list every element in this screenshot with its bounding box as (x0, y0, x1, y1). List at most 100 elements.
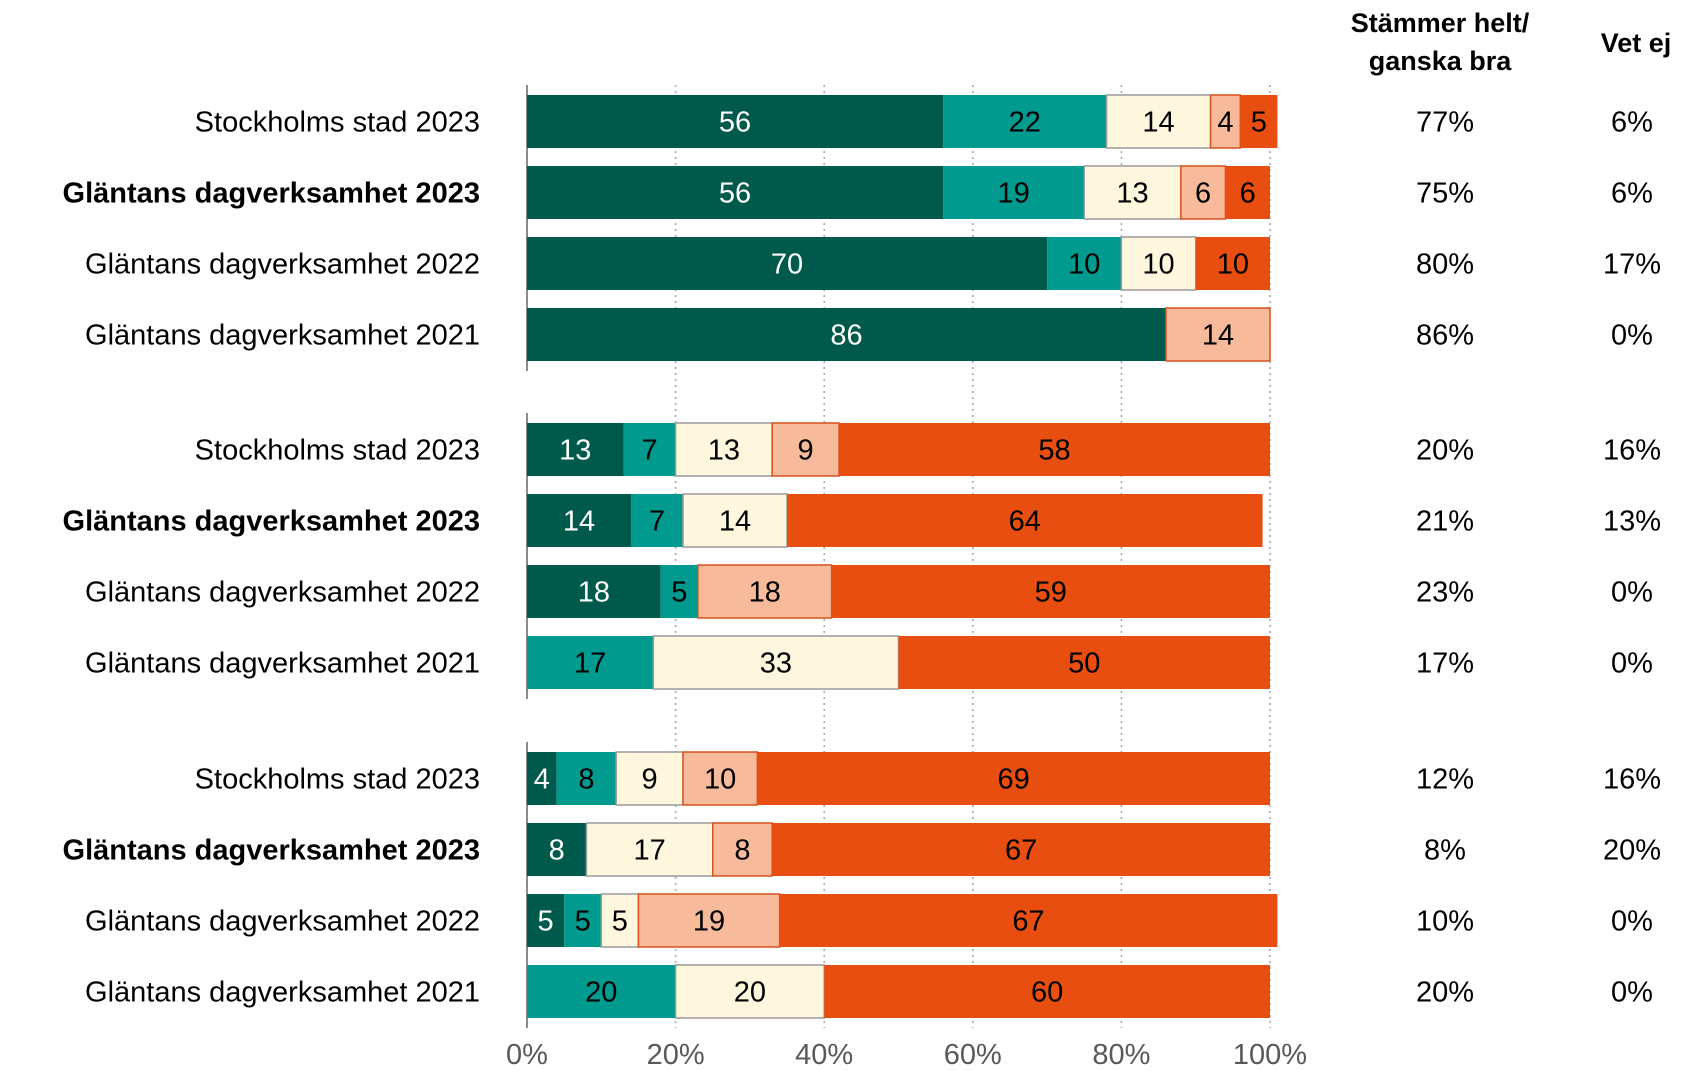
data-label: 50 (1068, 648, 1100, 680)
bar-segment (527, 636, 654, 689)
bar-segment (674, 964, 825, 1019)
bar-segment (585, 822, 714, 877)
data-label: 56 (719, 178, 751, 210)
data-label: 67 (1012, 906, 1044, 938)
row-label: Stockholms stad 2023 (195, 107, 480, 139)
data-label: 18 (749, 577, 781, 609)
row-label: Gläntans dagverksamhet 2021 (85, 648, 480, 680)
data-label: 8 (549, 835, 565, 867)
data-label: 17 (633, 835, 665, 867)
agree-value: 20% (1416, 977, 1474, 1009)
row-label: Gläntans dagverksamhet 2022 (85, 577, 480, 609)
data-label: 20 (585, 977, 617, 1009)
data-label: 6 (1240, 178, 1256, 210)
row-label: Gläntans dagverksamhet 2021 (85, 977, 480, 1009)
data-label: 19 (693, 906, 725, 938)
data-label: 20 (734, 977, 766, 1009)
agree-value: 23% (1416, 577, 1474, 609)
bar-segment (527, 95, 944, 148)
agree-value: 12% (1416, 764, 1474, 796)
data-label: 58 (1038, 435, 1070, 467)
agree-header-line1: Stämmer helt/ (1351, 8, 1530, 38)
data-label: 14 (719, 506, 751, 538)
bar-segment (1105, 94, 1212, 149)
data-label: 19 (998, 178, 1030, 210)
bar-segment (1180, 165, 1227, 220)
data-label: 17 (574, 648, 606, 680)
row-label: Stockholms stad 2023 (195, 764, 480, 796)
agree-value: 8% (1424, 835, 1466, 867)
bar-segment (527, 494, 632, 547)
data-label: 59 (1035, 577, 1067, 609)
bar-segment (527, 752, 557, 805)
bar-segment (660, 565, 698, 618)
data-label: 13 (559, 435, 591, 467)
bar-segment (772, 823, 1270, 876)
dontknow-value: 0% (1611, 906, 1653, 938)
column-headers: Stämmer helt/ ganska bra Vet ej (1351, 8, 1672, 76)
bar-segment (652, 635, 900, 690)
gridlines (674, 85, 1271, 1028)
bar-segment (787, 494, 1263, 547)
data-label: 56 (719, 107, 751, 139)
dontknow-value: 0% (1611, 320, 1653, 352)
data-label: 8 (734, 835, 750, 867)
bar-segment (527, 237, 1048, 290)
agree-value: 10% (1416, 906, 1474, 938)
bar-segment (831, 565, 1270, 618)
agree-value: 77% (1416, 107, 1474, 139)
data-label: 7 (649, 506, 665, 538)
data-label: 9 (798, 435, 814, 467)
bar-segment (839, 423, 1270, 476)
x-tick-label: 100% (1233, 1039, 1307, 1071)
data-label: 9 (642, 764, 658, 796)
agree-value: 75% (1416, 178, 1474, 210)
data-label: 5 (671, 577, 687, 609)
bar-segment (556, 752, 617, 805)
data-label: 13 (708, 435, 740, 467)
bar-segment (527, 965, 676, 1018)
agree-value: 20% (1416, 435, 1474, 467)
data-label: 86 (830, 320, 862, 352)
data-label: 70 (771, 249, 803, 281)
bar-segment (631, 494, 684, 547)
x-tick-label: 80% (1092, 1039, 1150, 1071)
data-label: 7 (642, 435, 658, 467)
dontknow-value: 0% (1611, 648, 1653, 680)
dontknow-value: 16% (1603, 764, 1661, 796)
dontknow-value: 13% (1603, 506, 1661, 538)
data-label: 14 (1202, 320, 1234, 352)
data-label: 5 (575, 906, 591, 938)
bar-segment (1240, 95, 1278, 148)
bar-segment (1083, 165, 1182, 220)
data-label: 4 (1217, 107, 1233, 139)
data-label: 69 (998, 764, 1030, 796)
data-label: 67 (1005, 835, 1037, 867)
data-label: 13 (1116, 178, 1148, 210)
data-label: 5 (1251, 107, 1267, 139)
agree-header-line2: ganska bra (1369, 46, 1513, 76)
bar-segment (943, 166, 1085, 219)
x-tick-label: 40% (795, 1039, 853, 1071)
x-axis-ticks: 0% 20% 40% 60% 80% 100% (506, 1039, 1307, 1071)
bar-segment (757, 752, 1270, 805)
data-label: 5 (538, 906, 554, 938)
bar-segment (1165, 307, 1271, 362)
row-label: Gläntans dagverksamhet 2022 (85, 249, 480, 281)
summary-columns: 77% 6% 75% 6% 80% 17% 86% 0% 20% 16% 21% 13% 23% 0% 17… (1416, 107, 1661, 1009)
row-label: Gläntans dagverksamhet 2023 (63, 178, 480, 210)
bar-segment (824, 965, 1270, 1018)
data-label: 10 (1068, 249, 1100, 281)
row-label: Gläntans dagverksamhet 2023 (63, 835, 480, 867)
dontknow-value: 6% (1611, 107, 1653, 139)
data-label: 6 (1195, 178, 1211, 210)
bar-segment (600, 893, 640, 948)
data-label: 10 (704, 764, 736, 796)
agree-value: 86% (1416, 320, 1474, 352)
bar-segment (527, 166, 944, 219)
bar-segment (615, 751, 684, 806)
data-label: 60 (1031, 977, 1063, 1009)
row-label: Gläntans dagverksamhet 2021 (85, 320, 480, 352)
bar-segment (712, 822, 773, 877)
